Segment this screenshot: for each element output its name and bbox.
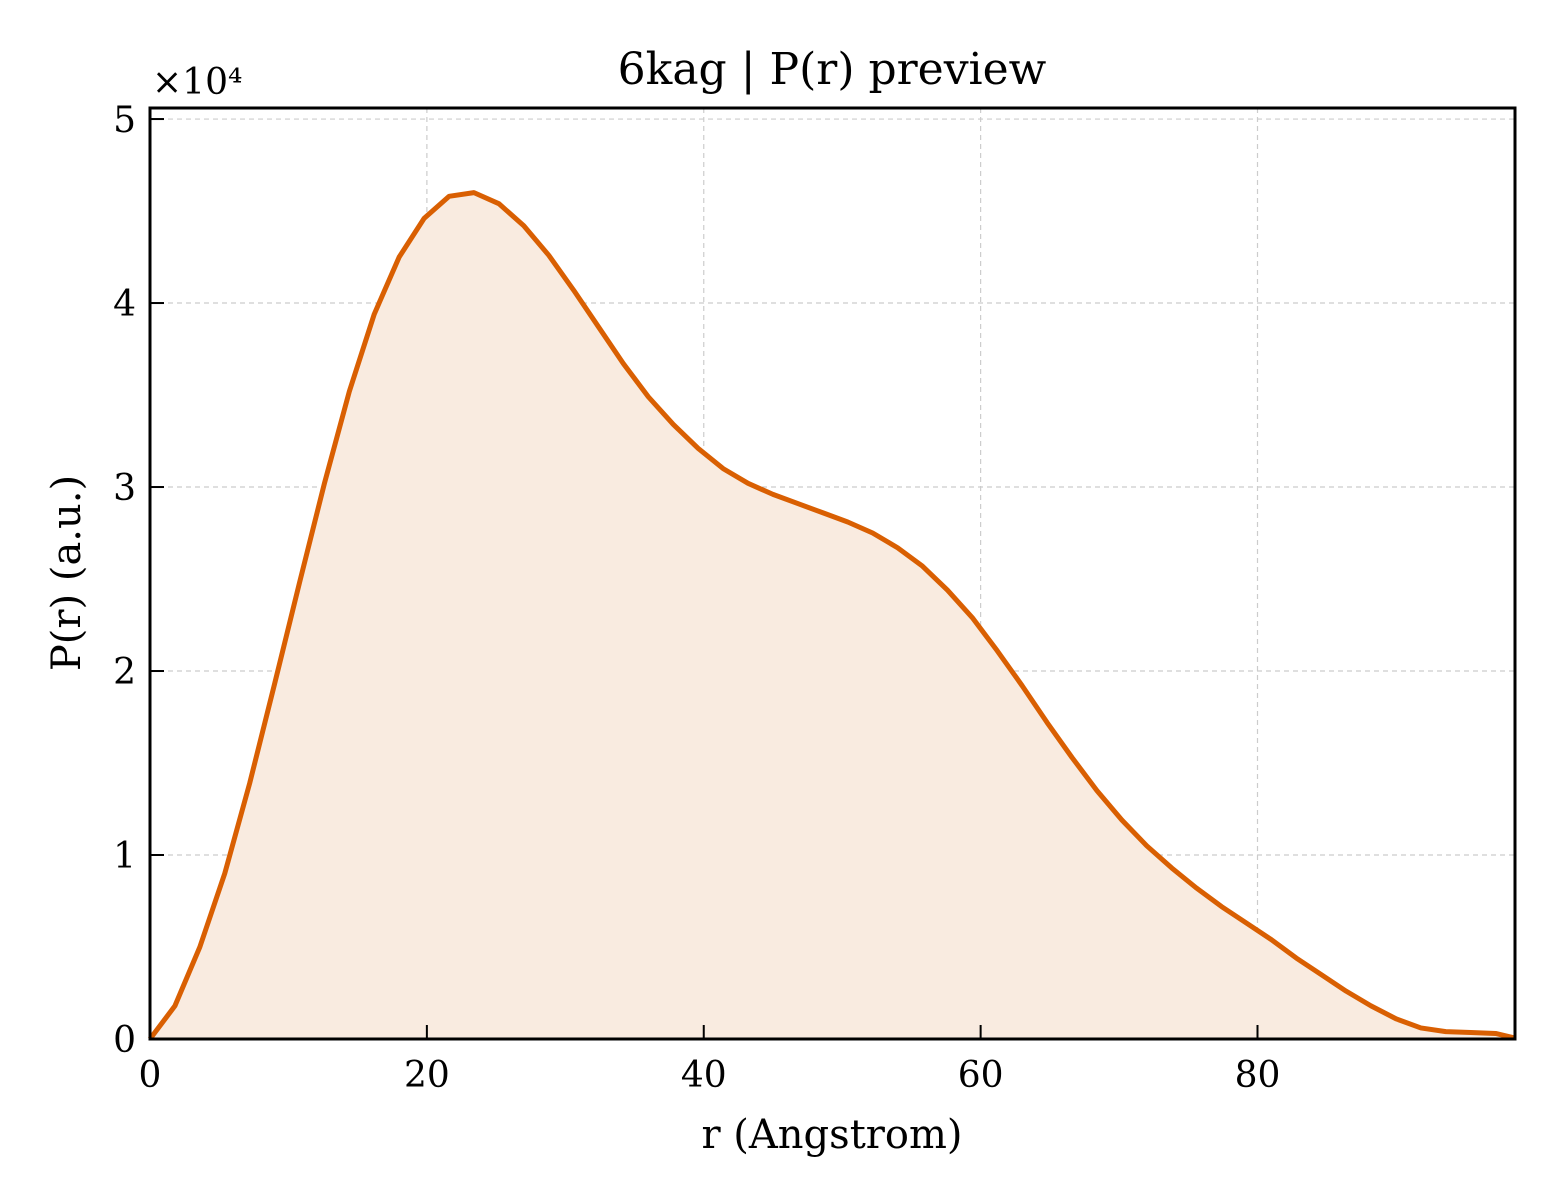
y-tick-label: 2 xyxy=(113,652,136,693)
x-tick-label: 80 xyxy=(1235,1055,1281,1096)
x-tick-label: 0 xyxy=(139,1055,162,1096)
y-tick-label: 3 xyxy=(113,468,136,509)
y-tick-label: 5 xyxy=(113,100,136,141)
x-tick-label: 60 xyxy=(958,1055,1004,1096)
y-tick-label: 0 xyxy=(113,1020,136,1061)
y-axis-label: P(r) (a.u.) xyxy=(44,475,90,671)
pr-area-fill xyxy=(150,192,1515,1039)
x-tick-label: 40 xyxy=(681,1055,727,1096)
chart-title: 6kag | P(r) preview xyxy=(618,44,1047,95)
pr-series-line xyxy=(148,190,1516,1041)
plot-frame xyxy=(148,106,1517,1041)
x-tick-label: 20 xyxy=(404,1055,450,1096)
ticks: 0 20 40 60 80 0 1 2 3 4 5 xyxy=(113,100,1280,1096)
x-axis-label: r (Angstrom) xyxy=(701,1112,962,1158)
y-tick-label: 4 xyxy=(113,284,136,325)
y-tick-label: 1 xyxy=(113,836,136,877)
y-multiplier-label: ×10⁴ xyxy=(152,62,242,103)
